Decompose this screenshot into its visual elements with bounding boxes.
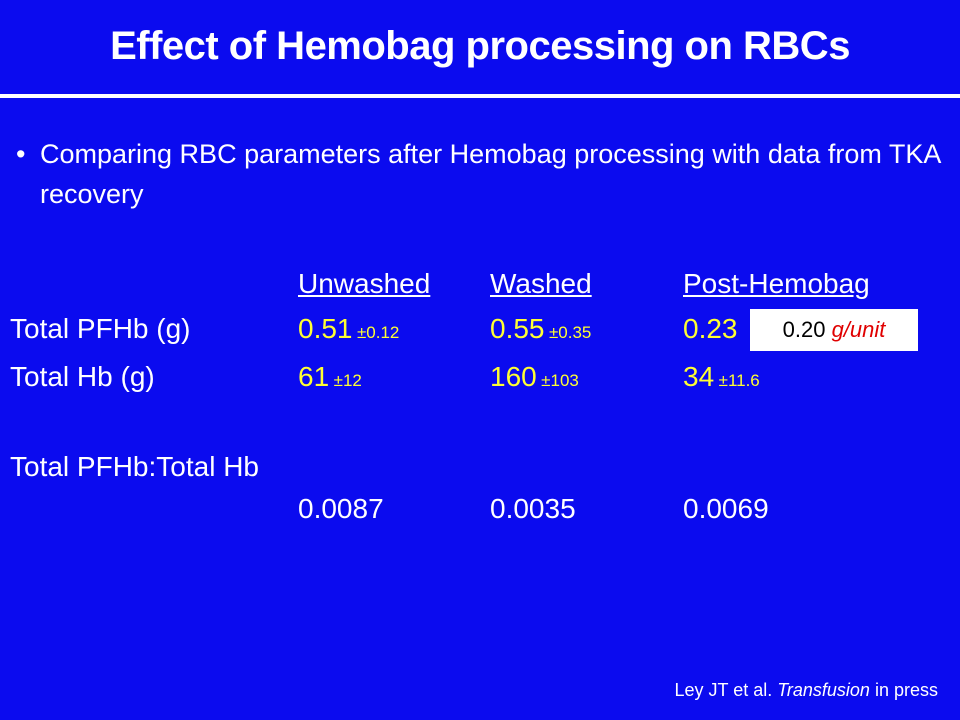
citation-status: in press [874,680,938,700]
cell: 61 ±12 [298,361,362,393]
ratio-value: 0.0069 [683,493,769,524]
slide-title: Effect of Hemobag processing on RBCs [110,24,850,68]
cell-value: 160 [490,361,537,392]
cell-value: 0.51 [298,313,353,344]
cell-sd: ±0.35 [548,323,592,342]
row-label: Total PFHb (g) [10,313,191,344]
ratio-label: Total PFHb:Total Hb [10,451,259,482]
column-header: Unwashed [298,268,431,299]
cell: 0.55 ±0.35 [490,313,591,345]
callout: 0.20 g/unit [750,309,918,351]
citation: Ley JT et al. Transfusion in press [675,680,939,701]
cell-sd: ±0.12 [356,323,400,342]
cell: 0.51 ±0.12 [298,313,399,345]
title-rule [0,94,960,98]
callout-unit: g/unit [831,317,886,342]
cell-value: 34 [683,361,715,392]
row-label: Total Hb (g) [10,361,155,392]
cell: 0.23 [683,313,738,345]
cell-sd: ±11.6 [718,371,760,390]
citation-journal: Transfusion [777,680,870,700]
cell-value: 61 [298,361,330,392]
cell-value: 0.23 [683,313,738,344]
bullet-text: Comparing RBC parameters after Hemobag p… [40,139,940,209]
ratio-value: 0.0087 [298,493,384,524]
cell-sd: ±103 [541,371,579,390]
cell-value: 0.55 [490,313,545,344]
cell: 34 ±11.6 [683,361,760,393]
column-header: Post-Hemobag [683,268,870,299]
bullet-dot: • [16,139,26,169]
callout-value: 0.20 [782,317,826,342]
cell-sd: ±12 [333,371,362,390]
ratio-value: 0.0035 [490,493,576,524]
citation-authors: Ley JT et al. [674,680,773,700]
cell: 160 ±103 [490,361,579,393]
column-header: Washed [490,268,592,299]
